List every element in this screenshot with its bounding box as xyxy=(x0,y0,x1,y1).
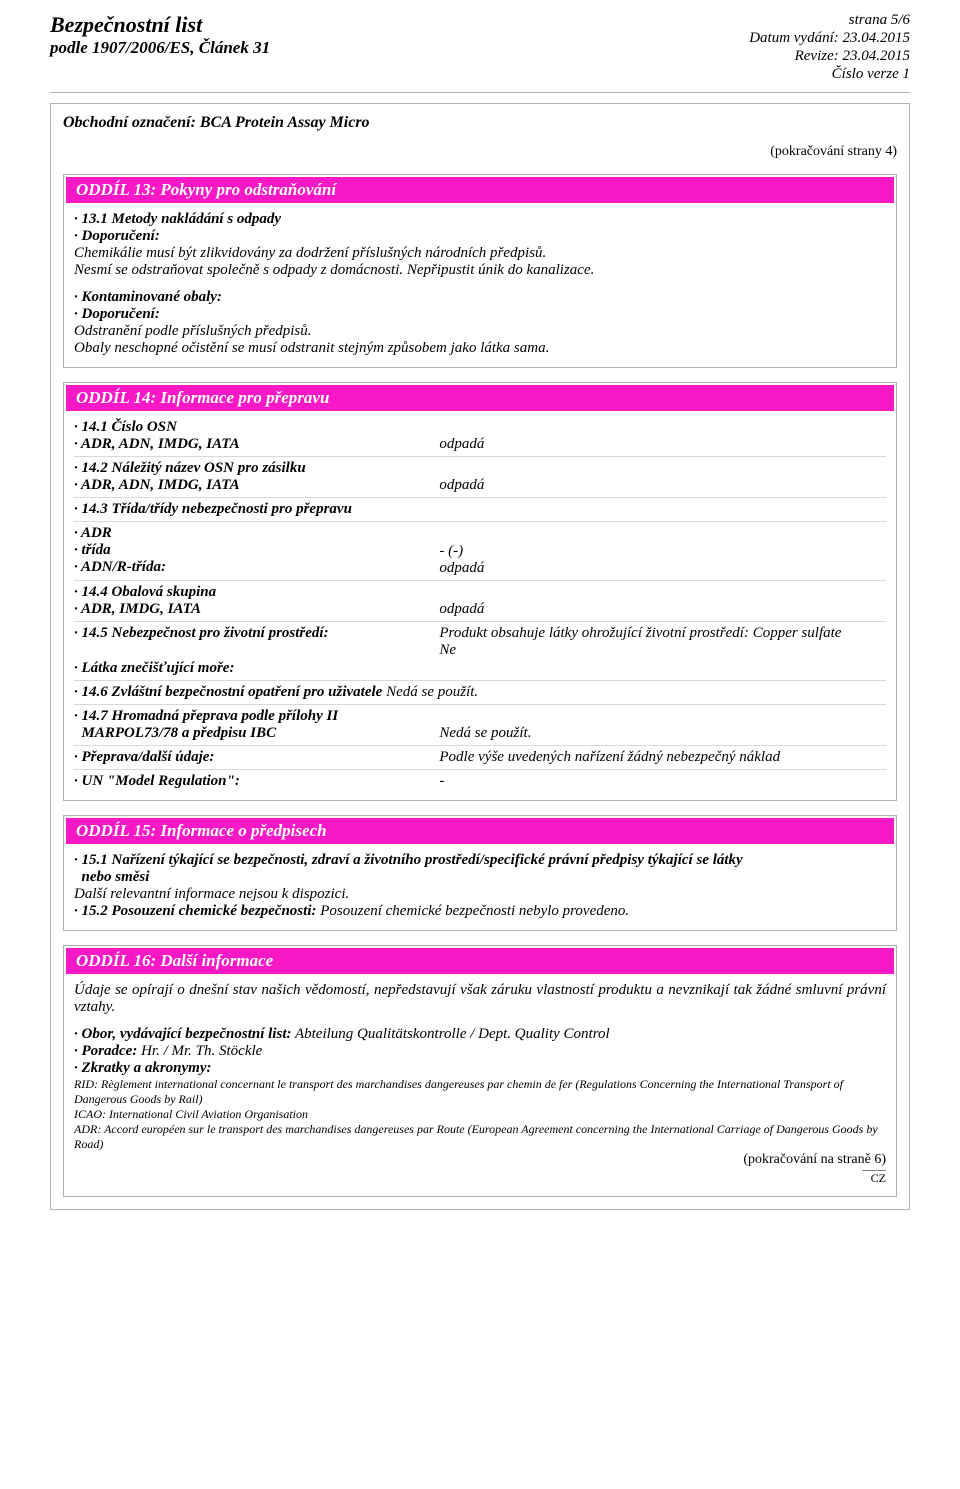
s16-abbr-icao: ICAO: International Civil Aviation Organ… xyxy=(74,1107,886,1122)
section-13-header: ODDÍL 13: Pokyny pro odstraňování xyxy=(66,177,894,203)
s14-class-label: · třída xyxy=(74,542,439,559)
section-13: ODDÍL 13: Pokyny pro odstraňování · 13.1… xyxy=(63,174,897,368)
s14-adr-label: · ADR xyxy=(74,525,439,542)
s16-disclaimer: Údaje se opírají o dnešní stav našich vě… xyxy=(74,982,886,1016)
s13-contaminated-label: · Kontaminované obaly: xyxy=(74,289,886,306)
doc-subtitle: podle 1907/2006/ES, Článek 31 xyxy=(50,38,270,58)
s15-text-1: Další relevantní informace nejsou k disp… xyxy=(74,886,886,903)
page-header: Bezpečnostní list podle 1907/2006/ES, Čl… xyxy=(50,12,910,84)
s16-contact-label: · Poradce: xyxy=(74,1043,137,1059)
s14-envhaz-label: · 14.5 Nebezpečnost pro životní prostřed… xyxy=(74,625,439,642)
s14-other-label: · Přeprava/další údaje: xyxy=(74,749,439,766)
s14-precautions-value: Nedá se použít. xyxy=(382,684,478,700)
header-left: Bezpečnostní list podle 1907/2006/ES, Čl… xyxy=(50,12,270,58)
section-14-body: · 14.1 Číslo OSN · ADR, ADN, IMDG, IATA … xyxy=(64,417,896,800)
s14-bulk-label-1: · 14.7 Hromadná přeprava podle přílohy I… xyxy=(74,708,439,725)
s14-marine-value: Ne xyxy=(439,642,886,659)
section-16-body: Údaje se opírají o dnešní stav našich vě… xyxy=(64,980,896,1196)
s16-dept-value: Abteilung Qualitätskontrolle / Dept. Qua… xyxy=(291,1026,609,1042)
s14-packgroup-label: · 14.4 Obalová skupina xyxy=(74,584,439,601)
s14-adnr-value: odpadá xyxy=(439,560,886,577)
s14-shipname-modes: · ADR, ADN, IMDG, IATA xyxy=(74,477,439,494)
section-13-body: · 13.1 Metody nakládání s odpady · Dopor… xyxy=(64,209,896,367)
trade-name: Obchodní označení: BCA Protein Assay Mic… xyxy=(63,114,897,132)
s13-recommend2-label: · Doporučení: xyxy=(74,306,886,323)
s13-text-1: Chemikálie musí být zlikvidovány za dodr… xyxy=(74,245,886,262)
s14-shipname-value: odpadá xyxy=(439,477,484,493)
s13-methods-label: · 13.1 Metody nakládání s odpady xyxy=(74,211,886,228)
s15-csa-label: · 15.2 Posouzení chemické bezpečnosti: xyxy=(74,903,316,919)
s16-dept-label: · Obor, vydávající bezpečnostní list: xyxy=(74,1026,291,1042)
s14-model-reg-label: · UN "Model Regulation": xyxy=(74,773,439,790)
header-divider xyxy=(50,92,910,93)
s16-abbr-label: · Zkratky a akronymy: xyxy=(74,1060,886,1077)
s16-contact-value: Hr. / Mr. Th. Stöckle xyxy=(137,1043,262,1059)
s13-recommend-label: · Doporučení: xyxy=(74,228,886,245)
s14-bulk-value: Nedá se použít. xyxy=(439,725,531,741)
s14-marine-label: · Látka znečišťující moře: xyxy=(74,660,439,677)
s14-packgroup-value: odpadá xyxy=(439,601,484,617)
s14-packgroup-modes: · ADR, IMDG, IATA xyxy=(74,601,439,618)
s14-un-number-label: · 14.1 Číslo OSN xyxy=(74,419,439,436)
section-16-header: ODDÍL 16: Další informace xyxy=(66,948,894,974)
transport-table: · 14.1 Číslo OSN · ADR, ADN, IMDG, IATA … xyxy=(74,419,886,790)
page-number: strana 5/6 xyxy=(749,12,910,29)
section-15-body: · 15.1 Nařízení týkající se bezpečnosti,… xyxy=(64,850,896,930)
continuation-bottom: (pokračování na straně 6) xyxy=(74,1152,886,1168)
s14-class-value: - (-) xyxy=(439,543,886,560)
section-15-header: ODDÍL 15: Informace o předpisech xyxy=(66,818,894,844)
version-number: Číslo verze 1 xyxy=(749,66,910,83)
s15-reg-label-2: nebo směsi xyxy=(74,869,886,886)
s14-hazclass-label: · 14.3 Třída/třídy nebezpečnosti pro pře… xyxy=(74,501,886,518)
s14-bulk-label-2: MARPOL73/78 a předpisu IBC xyxy=(74,725,439,742)
doc-title: Bezpečnostní list xyxy=(50,12,270,38)
s14-un-value: odpadá xyxy=(439,436,484,452)
s14-other-value: Podle výše uvedených nařízení žádný nebe… xyxy=(439,749,780,765)
s13-text-4: Obaly neschopné očistění se musí odstran… xyxy=(74,340,886,357)
issue-date: Datum vydání: 23.04.2015 xyxy=(749,30,910,47)
s14-adnr-label: · ADN/R-třída: xyxy=(74,559,439,576)
s13-text-2: Nesmí se odstraňovat společně s odpady z… xyxy=(74,262,886,279)
s14-un-modes: · ADR, ADN, IMDG, IATA xyxy=(74,436,439,453)
s15-reg-label-1: · 15.1 Nařízení týkající se bezpečnosti,… xyxy=(74,852,886,869)
s14-precautions-label: · 14.6 Zvláštní bezpečnostní opatření pr… xyxy=(74,684,382,700)
s14-model-reg-value: - xyxy=(439,773,444,789)
header-right: strana 5/6 Datum vydání: 23.04.2015 Revi… xyxy=(749,12,910,84)
section-14-header: ODDÍL 14: Informace pro přepravu xyxy=(66,385,894,411)
content-frame: Obchodní označení: BCA Protein Assay Mic… xyxy=(50,103,910,1210)
s14-shipname-label: · 14.2 Náležitý název OSN pro zásilku xyxy=(74,460,439,477)
continuation-top: (pokračování strany 4) xyxy=(63,144,897,160)
section-14: ODDÍL 14: Informace pro přepravu · 14.1 … xyxy=(63,382,897,801)
s13-text-3: Odstranění podle příslušných předpisů. xyxy=(74,323,886,340)
s16-abbr-adr: ADR: Accord européen sur le transport de… xyxy=(74,1122,886,1152)
s14-envhaz-value: Produkt obsahuje látky ohrožující životn… xyxy=(439,625,886,642)
section-15: ODDÍL 15: Informace o předpisech · 15.1 … xyxy=(63,815,897,931)
s16-abbr-rid: RID: Règlement international concernant … xyxy=(74,1077,886,1107)
s15-csa-value: Posouzení chemické bezpečnosti nebylo pr… xyxy=(316,903,629,919)
section-16: ODDÍL 16: Další informace Údaje se opíra… xyxy=(63,945,897,1197)
revision-date: Revize: 23.04.2015 xyxy=(749,48,910,65)
cz-tag: CZ xyxy=(862,1170,886,1186)
